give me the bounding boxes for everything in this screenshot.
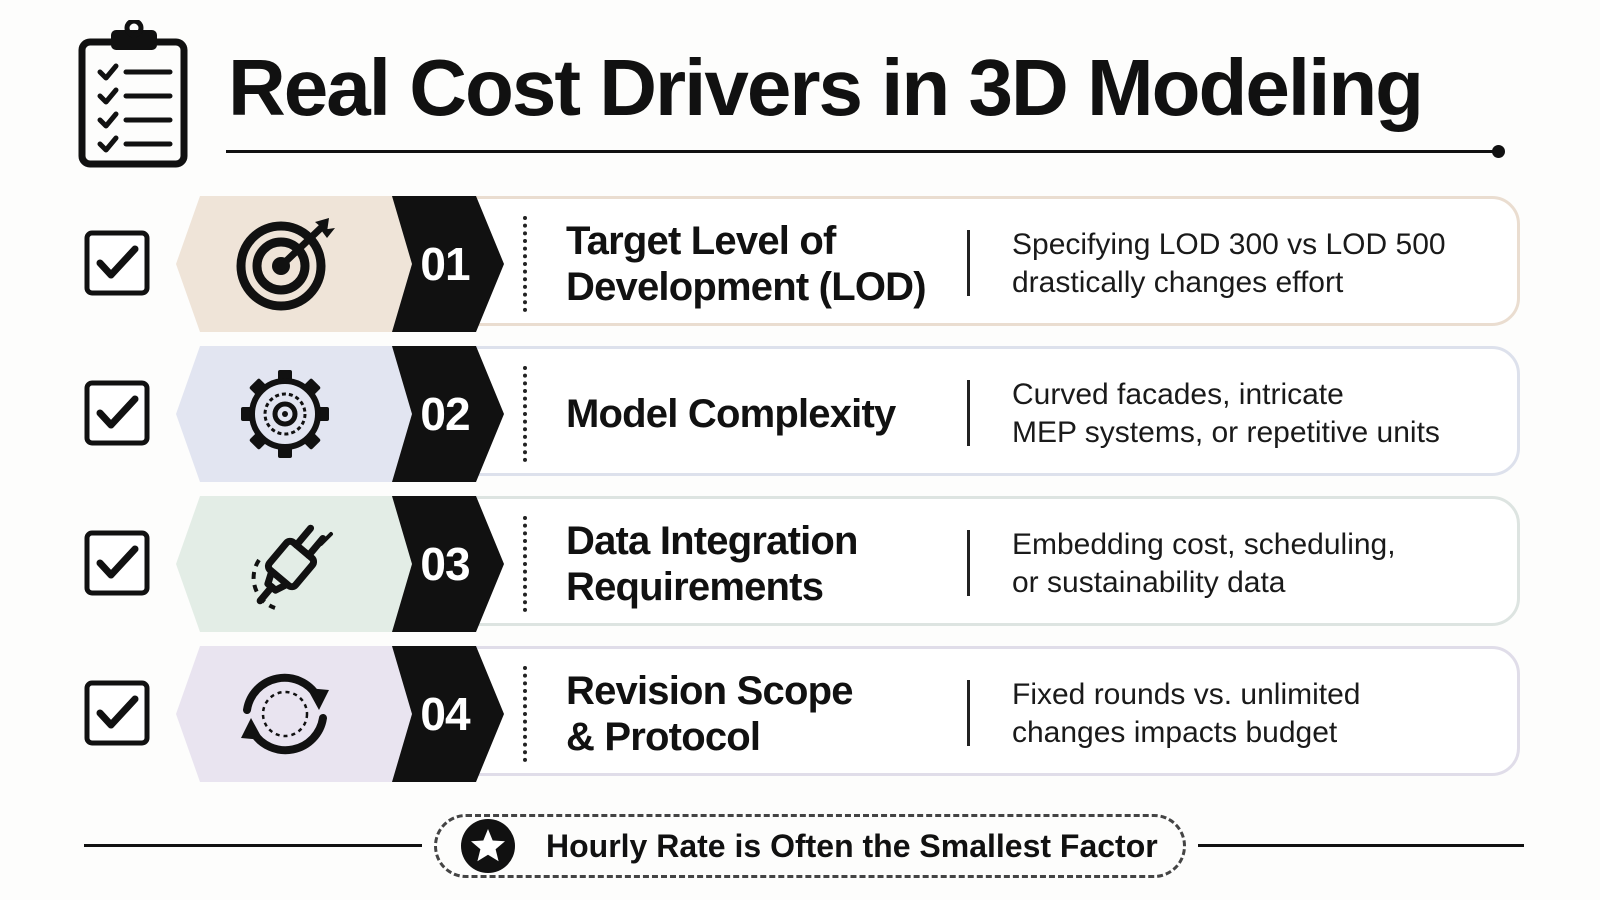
gear-icon — [241, 370, 329, 458]
checkbox-checked-icon — [84, 380, 150, 446]
cost-driver-row-1: 01 Target Level of Development (LOD) Spe… — [0, 196, 1600, 332]
footer-callout — [434, 814, 1186, 878]
separator — [967, 530, 970, 596]
dotted-divider — [523, 366, 527, 462]
row-description: Curved facades, intricate MEP systems, o… — [1012, 378, 1440, 449]
row-title: Target Level of Development (LOD) — [566, 219, 927, 309]
number-badge — [392, 496, 504, 632]
row-title: Model Complexity — [566, 392, 896, 436]
row-number: 02 — [420, 388, 470, 440]
checkbox-checked-icon — [84, 680, 150, 746]
page-title: Real Cost Drivers in 3D Modeling — [228, 43, 1424, 132]
cost-driver-row-4: 04 Revision Scope & Protocol Fixed round… — [0, 646, 1600, 782]
dotted-divider — [523, 216, 527, 312]
row-title: Revision Scope & Protocol — [566, 669, 853, 759]
separator — [967, 380, 970, 446]
row-card — [405, 646, 1520, 776]
checkbox-checked-icon — [84, 230, 150, 296]
number-badge — [392, 196, 504, 332]
dotted-divider — [523, 666, 527, 762]
row-description: Fixed rounds vs. unlimited changes impac… — [1012, 678, 1361, 749]
refresh-cycle-icon — [241, 673, 329, 755]
icon-hexagon — [176, 496, 416, 632]
row-description: Specifying LOD 300 vs LOD 500 drasticall… — [1012, 228, 1446, 299]
title-rule — [226, 150, 1496, 153]
footer-rule-right — [1198, 844, 1524, 847]
number-badge — [392, 646, 504, 782]
footer-text: Hourly Rate is Often the Smallest Factor — [546, 828, 1158, 864]
star-icon — [461, 819, 515, 873]
separator — [967, 680, 970, 746]
row-number: 03 — [420, 538, 470, 590]
row-number: 04 — [420, 688, 470, 740]
cost-driver-row-2: 02 Model Complexity Curved facades, intr… — [0, 346, 1600, 482]
row-card — [405, 346, 1520, 476]
separator — [967, 230, 970, 296]
dotted-divider — [523, 516, 527, 612]
clipboard-checklist-icon — [78, 20, 188, 168]
row-description: Embedding cost, scheduling, or sustainab… — [1012, 528, 1396, 599]
title-rule-dot — [1492, 145, 1505, 158]
cost-driver-row-3: 03 Data Integration Requirements Embeddi… — [0, 496, 1600, 632]
footer-rule-left — [84, 844, 422, 847]
row-title: Data Integration Requirements — [566, 519, 858, 609]
icon-hexagon — [176, 646, 416, 782]
target-arrow-icon — [236, 218, 335, 311]
row-number: 01 — [420, 238, 470, 290]
checkbox-checked-icon — [84, 530, 150, 596]
plug-icon — [251, 524, 333, 610]
icon-hexagon — [176, 196, 416, 332]
number-badge — [392, 346, 504, 482]
